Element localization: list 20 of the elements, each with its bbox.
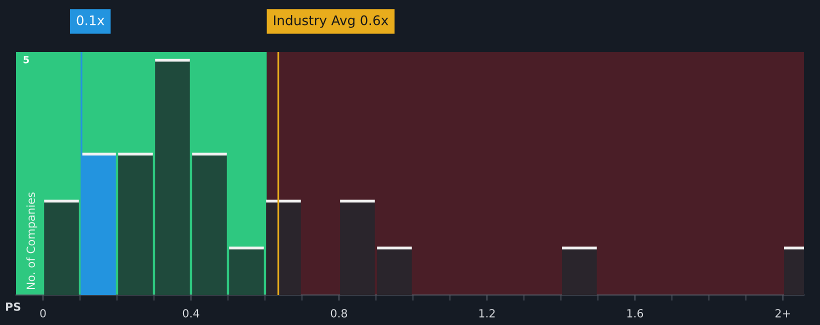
bar: [266, 201, 301, 295]
ref-line-label: 0.1x: [76, 15, 104, 26]
x-axis-title: PS: [6, 302, 20, 311]
x-tick-label: 0.8: [330, 309, 348, 318]
x-tick-label: 2+: [776, 309, 790, 318]
annotation: 5: [24, 56, 29, 64]
bar: [44, 201, 79, 295]
bar: [340, 201, 375, 295]
bar: [155, 60, 190, 295]
x-tick-label: 1.2: [479, 309, 495, 318]
bar: [562, 248, 597, 295]
ref-line-label: Industry Avg 0.6x: [274, 15, 388, 28]
y-axis-title: No. of Companies: [26, 192, 38, 290]
x-tick-label: 0.4: [182, 309, 200, 318]
bar: [377, 248, 412, 295]
x-tick-label: 1.6: [627, 309, 644, 318]
bar: [229, 248, 264, 295]
bar: [118, 154, 153, 295]
bar: [192, 154, 227, 295]
x-tick-label: 0: [40, 309, 46, 318]
